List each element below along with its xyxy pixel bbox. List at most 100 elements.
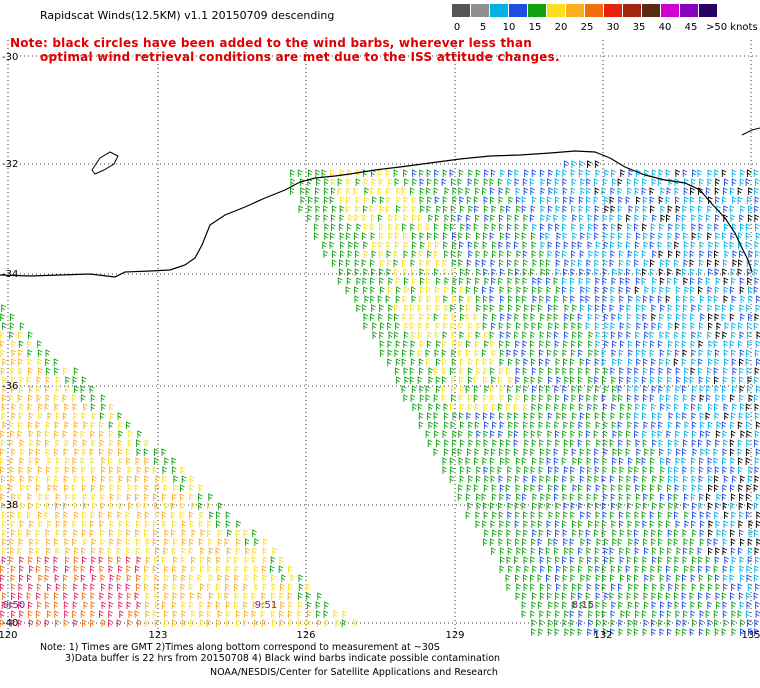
wind-barb — [660, 457, 665, 465]
wind-barb — [722, 457, 727, 465]
wind-barb — [489, 286, 495, 294]
wind-barb — [626, 376, 632, 384]
wind-barb — [626, 331, 632, 339]
wind-barb — [699, 322, 704, 330]
wind-barb — [83, 421, 88, 429]
wind-barb — [457, 178, 463, 186]
wind-barb — [611, 223, 616, 231]
wind-barb — [610, 250, 616, 258]
wind-barb — [506, 439, 511, 447]
wind-barb — [80, 565, 86, 573]
wind-barb — [46, 502, 51, 510]
wind-barb — [610, 322, 616, 330]
wind-barb — [146, 547, 151, 555]
wind-barb — [610, 331, 616, 339]
wind-barb — [126, 565, 132, 573]
wind-barb — [513, 448, 519, 456]
wind-barb — [490, 169, 496, 177]
wind-barb — [46, 466, 51, 474]
wind-barb — [498, 475, 504, 483]
wind-barb — [530, 376, 536, 384]
wind-barb — [667, 313, 673, 321]
wind-barb — [507, 475, 512, 483]
wind-barb — [754, 547, 760, 555]
wind-barb — [714, 223, 719, 231]
wind-barb — [707, 538, 713, 546]
wind-barb — [234, 556, 239, 564]
wind-barb — [667, 493, 673, 501]
wind-barb — [587, 502, 592, 510]
wind-barb — [364, 295, 370, 303]
wind-barb — [18, 421, 23, 429]
wind-barb — [425, 268, 431, 276]
wind-barb — [329, 241, 335, 249]
wind-barb — [707, 304, 713, 312]
wind-barb — [547, 205, 553, 213]
wind-barb — [53, 484, 59, 492]
wind-barb — [54, 475, 59, 483]
wind-barb — [64, 421, 70, 429]
wind-barb — [474, 403, 480, 411]
wind-barb — [731, 295, 737, 303]
wind-barb — [723, 619, 729, 627]
wind-barb — [676, 448, 681, 456]
wind-barb — [450, 268, 456, 276]
wind-barb — [82, 448, 88, 456]
wind-barb — [364, 187, 370, 195]
wind-barb — [555, 259, 561, 267]
wind-barb — [739, 556, 745, 564]
wind-barb — [253, 574, 259, 582]
wind-barb — [73, 421, 79, 429]
wind-barb — [468, 169, 474, 177]
wind-barb — [579, 250, 585, 258]
wind-barb — [729, 313, 735, 321]
wind-barb — [396, 187, 402, 195]
wind-barb — [515, 538, 520, 546]
wind-barb — [730, 520, 736, 528]
wind-barb — [674, 601, 680, 609]
wind-barb — [0, 574, 5, 582]
wind-barb — [451, 385, 456, 393]
wind-barb — [18, 358, 23, 366]
wind-barb — [699, 295, 705, 303]
wind-barb — [707, 169, 713, 177]
wind-barb — [531, 196, 537, 204]
wind-barb — [418, 295, 424, 303]
wind-barb — [474, 349, 480, 357]
wind-barb — [483, 268, 488, 276]
wind-barb — [498, 322, 504, 330]
wind-barb — [521, 502, 527, 510]
wind-barb — [644, 286, 650, 294]
wind-barb — [164, 565, 169, 573]
wind-barb — [290, 574, 296, 582]
wind-barb — [634, 376, 639, 384]
wind-barb — [419, 232, 425, 240]
wind-barb — [10, 583, 16, 591]
wind-barb — [667, 547, 672, 555]
wind-barb — [674, 187, 680, 195]
wind-barb — [483, 250, 489, 258]
wind-barb — [722, 574, 728, 582]
wind-barb — [612, 268, 617, 276]
wind-barb — [55, 547, 61, 555]
wind-barb — [35, 529, 41, 537]
wind-barb — [38, 466, 43, 474]
wind-barb — [279, 592, 285, 600]
wind-barb — [145, 556, 151, 564]
wind-barb — [554, 547, 559, 555]
wind-barb — [619, 556, 625, 564]
wind-barb — [490, 385, 495, 393]
wind-barb — [435, 376, 441, 384]
wind-barb — [716, 322, 722, 330]
wind-barb — [634, 385, 640, 393]
wind-barb — [46, 538, 51, 546]
wind-barb — [35, 475, 41, 483]
wind-barb — [490, 214, 495, 222]
wind-barb — [136, 556, 142, 564]
wind-barb — [691, 412, 697, 420]
wind-barb — [689, 592, 695, 600]
wind-barb — [588, 340, 593, 348]
wind-barb — [538, 349, 544, 357]
wind-barb — [207, 601, 213, 609]
wind-barb — [625, 277, 631, 285]
